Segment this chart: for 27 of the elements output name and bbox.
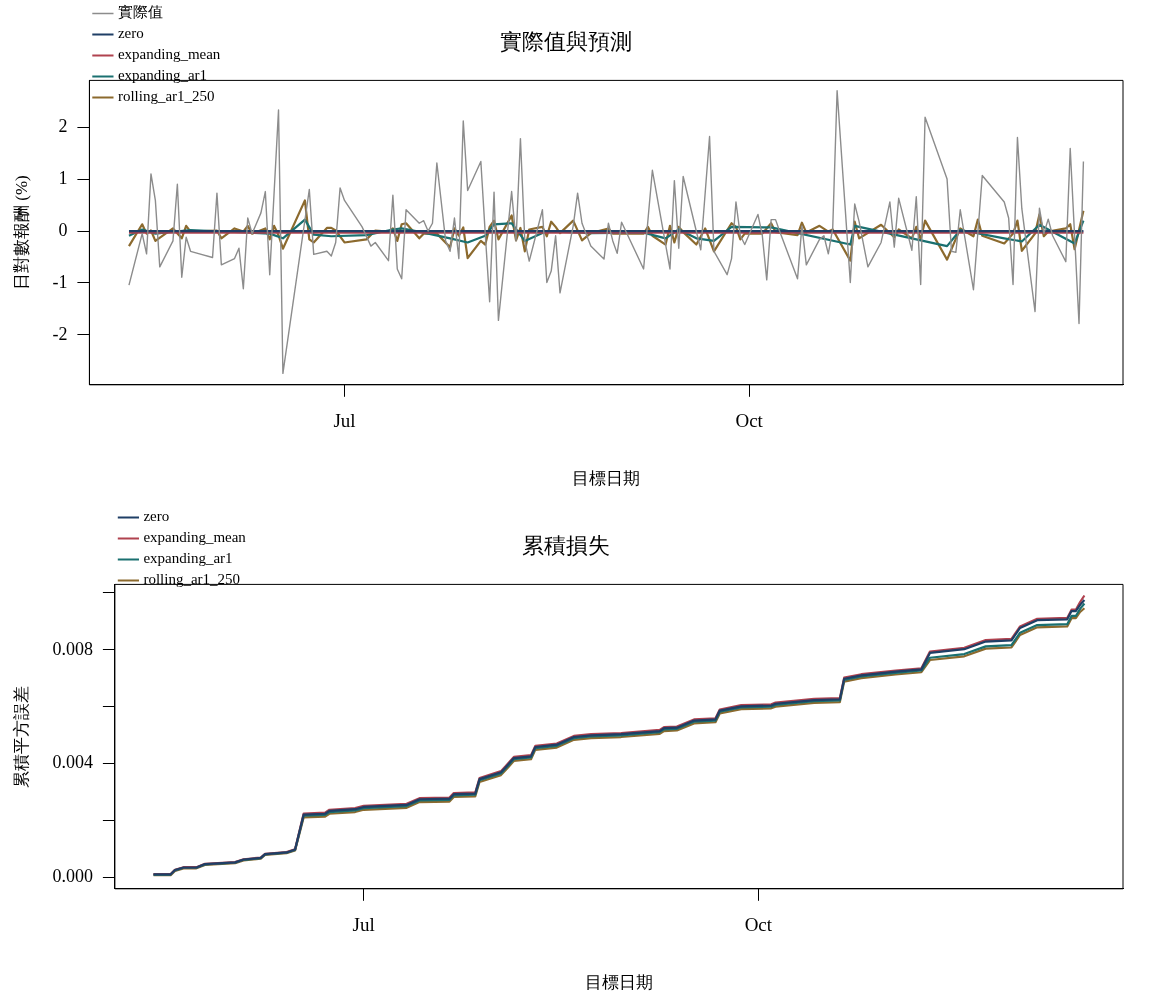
y-tick-label: -1 bbox=[52, 271, 68, 292]
y-axis-title: 累積平方誤差 bbox=[11, 685, 31, 788]
legend-label: zero bbox=[143, 508, 170, 525]
chart-title: 累積損失 bbox=[521, 532, 610, 558]
legend-label: expanding_mean bbox=[143, 529, 247, 546]
x-tick-label: Jul bbox=[352, 914, 375, 936]
legend-label: 實際值 bbox=[117, 4, 163, 21]
legend-label: expanding_ar1 bbox=[117, 67, 208, 84]
y-tick-label: 2 bbox=[58, 115, 68, 136]
x-tick-label: Oct bbox=[744, 914, 773, 936]
legend-label: rolling_ar1_250 bbox=[143, 571, 241, 588]
y-tick-label: -2 bbox=[52, 323, 68, 344]
legend-label: expanding_mean bbox=[117, 46, 221, 63]
y-tick-label: 0.004 bbox=[52, 752, 93, 773]
y-axis-title: 日對數報酬 (%) bbox=[11, 175, 31, 290]
x-tick-label: Oct bbox=[735, 410, 764, 432]
chart-title: 實際值與預測 bbox=[499, 28, 632, 54]
y-tick-label: 0.000 bbox=[52, 865, 93, 886]
legend-label: rolling_ar1_250 bbox=[117, 88, 215, 105]
x-axis-title: 目標日期 bbox=[584, 973, 653, 993]
legend-label: zero bbox=[117, 25, 144, 42]
x-axis-title: 目標日期 bbox=[572, 469, 641, 489]
y-tick-label: 0.008 bbox=[52, 638, 93, 659]
y-tick-label: 0 bbox=[58, 219, 68, 240]
x-tick-label: Jul bbox=[333, 410, 356, 432]
legend-label: expanding_ar1 bbox=[143, 550, 233, 567]
y-tick-label: 1 bbox=[58, 167, 68, 188]
